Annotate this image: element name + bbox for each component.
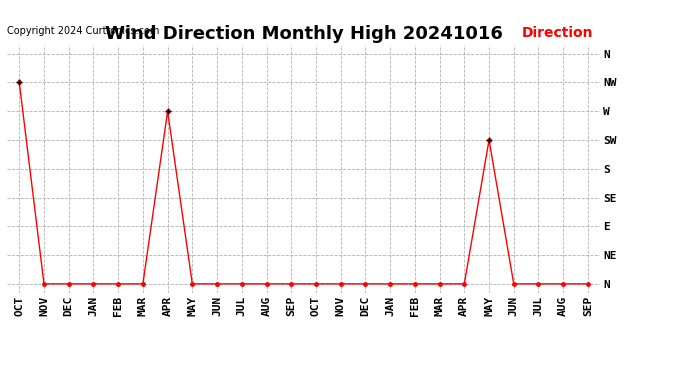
Title: Wind Direction Monthly High 20241016: Wind Direction Monthly High 20241016: [105, 26, 502, 44]
Text: Copyright 2024 Curtronics.com: Copyright 2024 Curtronics.com: [7, 26, 159, 36]
Text: Direction: Direction: [522, 26, 593, 40]
